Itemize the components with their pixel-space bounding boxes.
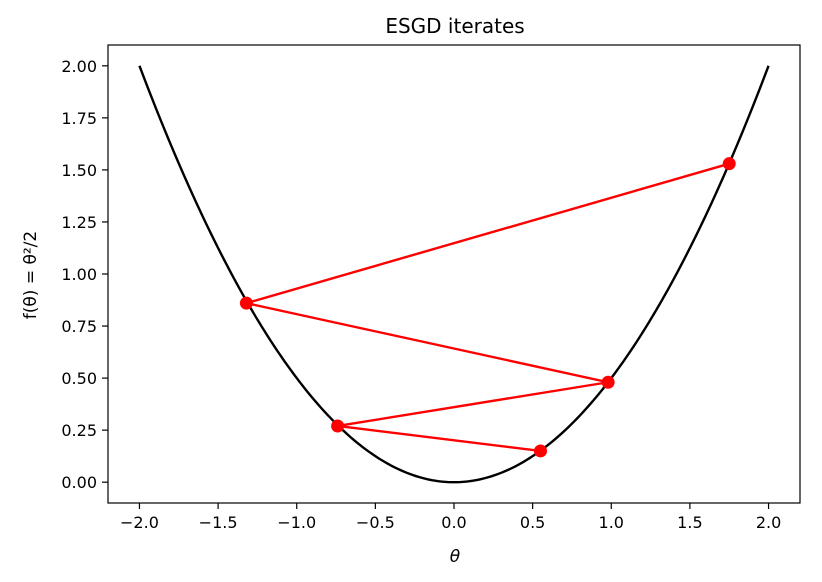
y-tick-label: 0.00 xyxy=(61,473,97,492)
y-tick-label: 0.75 xyxy=(61,317,97,336)
x-tick-label: −0.5 xyxy=(356,513,395,532)
y-axis-label: f(θ) = θ²/2 xyxy=(21,231,41,319)
plot-frame xyxy=(107,44,801,504)
x-tick-label: 0.5 xyxy=(520,513,545,532)
y-tick-label: 2.00 xyxy=(61,57,97,76)
iterate-point xyxy=(239,296,253,310)
chart-title: ESGD iterates xyxy=(385,14,524,38)
x-tick-label: −1.5 xyxy=(199,513,238,532)
x-tick-label: 1.0 xyxy=(599,513,624,532)
iterate-point xyxy=(601,375,615,389)
y-tick-label: 1.25 xyxy=(61,213,97,232)
plot-area xyxy=(138,65,770,484)
y-tick-label: 0.25 xyxy=(61,421,97,440)
x-tick-label: 0.0 xyxy=(441,513,466,532)
y-tick-label: 0.50 xyxy=(61,369,97,388)
x-tick-label: −1.0 xyxy=(277,513,316,532)
iterate-point xyxy=(722,157,736,171)
y-axis: 0.00 0.25 0.50 0.75 1.00 1.25 1.50 1.75 2.00 xyxy=(61,57,108,492)
x-tick-label: −2.0 xyxy=(120,513,159,532)
y-tick-label: 1.00 xyxy=(61,265,97,284)
x-tick-label: 1.5 xyxy=(677,513,702,532)
iterate-point xyxy=(331,419,345,433)
iterate-point xyxy=(534,444,547,458)
function-curve xyxy=(138,65,770,484)
x-tick-label: 2.0 xyxy=(756,513,781,532)
x-axis: −2.0 −1.5 −1.0 −0.5 0.0 0.5 1.0 1.5 2.0 xyxy=(120,503,781,532)
y-tick-label: 1.75 xyxy=(61,109,97,128)
x-axis-label: θ xyxy=(450,547,461,567)
y-tick-label: 1.50 xyxy=(61,161,97,180)
